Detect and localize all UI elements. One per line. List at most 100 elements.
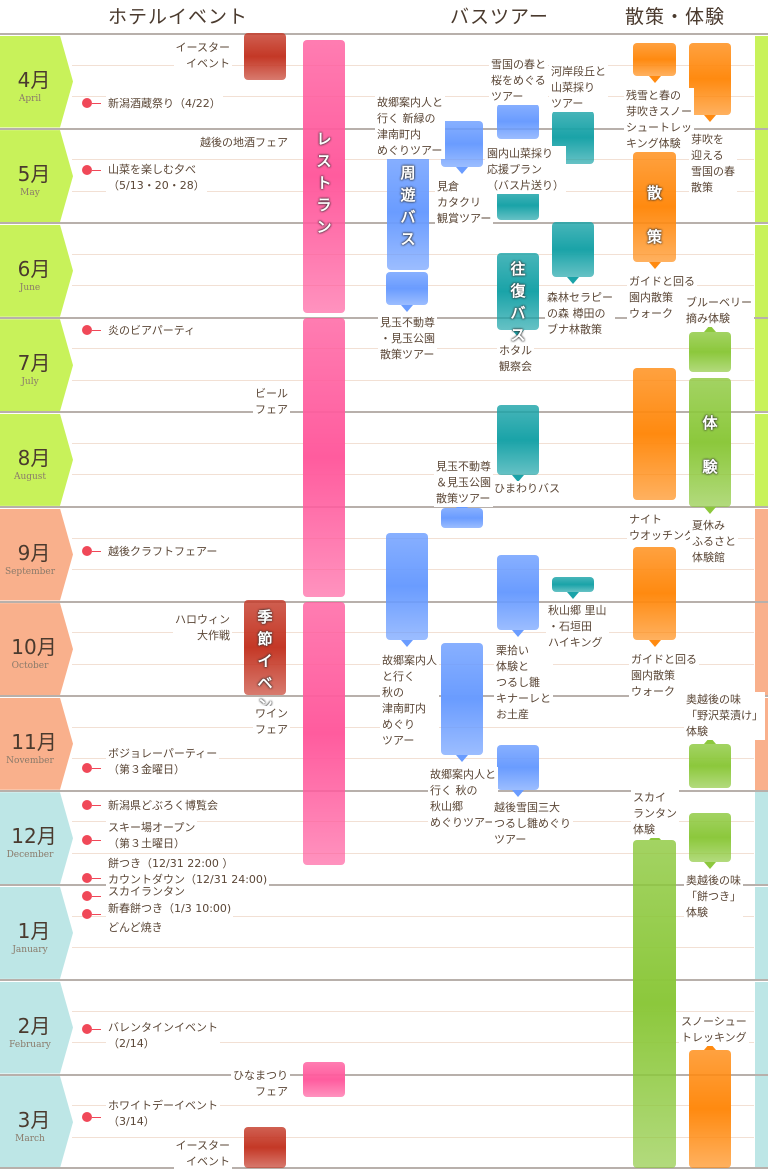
bus-tour-box[interactable] [552, 222, 594, 277]
bus-tour-box[interactable] [497, 104, 539, 139]
hotel-event-2[interactable]: 越後の地酒フェア [198, 135, 290, 151]
shuyu-bus-bar[interactable] [387, 155, 429, 270]
walk-item-5[interactable]: 夏休み ふるさと 体験館 [690, 518, 738, 566]
hotel-event-8[interactable]: ワイン フェア [253, 706, 290, 738]
pointer-down-icon [648, 262, 661, 269]
event-dot-icon [82, 891, 92, 901]
month-label-april: 4月 April [0, 35, 73, 128]
month-label-march: 3月 March [0, 1076, 73, 1169]
bus-tour-box[interactable] [552, 577, 594, 592]
easter-event-bar[interactable] [244, 33, 286, 80]
month-en: August [13, 471, 47, 482]
bus-tour-box[interactable] [386, 272, 428, 305]
hotel-event-14[interactable]: スカイランタン [106, 884, 187, 900]
bus-tour-8[interactable]: ひまわりバス [492, 481, 562, 497]
month-strip [755, 886, 768, 979]
restaurant-bar-autumn[interactable] [303, 602, 345, 865]
hotel-event-12[interactable]: 餅つき（12/31 22:00 ） [106, 856, 236, 872]
hotel-event-3[interactable]: 山菜を楽しむ夕べ （5/13・20・28） [106, 162, 207, 194]
hotel-event-1[interactable]: 新潟酒蔵祭り（4/22） [106, 96, 223, 112]
grid-line [72, 1136, 754, 1138]
event-dot-icon [82, 909, 92, 919]
walk-box[interactable] [689, 43, 731, 115]
bus-tour-1[interactable]: 見倉 カタクリ 観賞ツアー [435, 179, 494, 227]
hinamatsuri-fair-bar[interactable] [303, 1062, 345, 1097]
walk-box[interactable] [689, 1050, 731, 1168]
himawari-bus-box[interactable] [497, 405, 539, 475]
walk-box[interactable] [633, 840, 676, 1168]
pointer-up-icon [704, 737, 716, 744]
grid-line [72, 1010, 754, 1012]
event-dash [92, 840, 101, 841]
hotel-event-4[interactable]: 炎のビアパーティ [106, 323, 198, 339]
month-divider [0, 1073, 768, 1076]
bus-tour-12[interactable]: 秋山郷 里山 ・石垣田 ハイキング [546, 603, 609, 651]
bus-tour-box[interactable] [386, 533, 428, 640]
walk-box[interactable] [633, 547, 676, 640]
bus-tour-box[interactable] [441, 508, 483, 528]
easter-event-bar-march[interactable] [244, 1127, 286, 1168]
walk-item-3[interactable]: ブルーベリー 摘み体験 [684, 295, 754, 327]
walk-box[interactable] [689, 332, 731, 372]
pointer-down-icon [567, 277, 579, 284]
hotel-event-16[interactable]: どんど焼き [106, 920, 165, 936]
bus-tour-13[interactable]: 故郷案内人と 行く 秋の 秋山郷 めぐりツアー [428, 767, 498, 831]
restaurant-bar[interactable] [303, 40, 345, 313]
event-dash [92, 878, 101, 879]
walk-item-9[interactable]: 奥越後の味 「餅つき」 体験 [684, 873, 743, 921]
restaurant-bar-summer[interactable] [303, 318, 345, 597]
hotel-event-20[interactable]: イースター イベント [173, 1138, 232, 1170]
bus-tour-box[interactable] [497, 745, 539, 790]
season-event-bar[interactable] [244, 600, 286, 695]
bus-tour-6[interactable]: 見玉不動尊 ・見玉公園 散策ツアー [378, 315, 437, 363]
hotel-event-6[interactable]: 越後クラフトフェアー [106, 544, 220, 560]
bus-tour-2[interactable]: 雪国の春と 桜をめぐる ツアー [489, 57, 548, 105]
sansaku-bar[interactable] [633, 152, 676, 262]
bus-tour-box[interactable] [497, 555, 539, 630]
hotel-event-10[interactable]: 新潟県どぶろく博覧会 [106, 798, 220, 814]
bus-tour-9[interactable]: 見玉不動尊 ＆見玉公園 散策ツアー [434, 459, 493, 507]
event-dot-icon [82, 873, 92, 883]
bus-tour-7[interactable]: ホタル 観察会 [497, 343, 534, 375]
walk-box[interactable] [689, 813, 731, 862]
event-dot-icon [82, 835, 92, 845]
walk-box[interactable] [689, 744, 731, 788]
walk-item-7[interactable]: 奥越後の味 「野沢菜漬け」 体験 [684, 692, 765, 740]
hotel-event-9[interactable]: ボジョレーパーティー （第３金曜日） [106, 746, 220, 778]
bus-tour-3[interactable]: 園内山菜採り 応援プラン （バス片送り） [485, 146, 566, 194]
bus-tour-box[interactable] [441, 121, 483, 167]
bus-tour-box[interactable] [497, 191, 539, 220]
hotel-event-17[interactable]: バレンタインイベント （2/14） [106, 1020, 220, 1052]
bus-tour-11[interactable]: 栗拾い 体験と つるし雛 キナーレと お土産 [494, 643, 553, 723]
grid-line [72, 1105, 754, 1107]
hotel-event-5[interactable]: ビール フェア [253, 386, 290, 418]
walk-item-4[interactable]: ナイト ウオッチング [627, 512, 697, 544]
walk-item-1[interactable]: 芽吹を 迎える 雪国の春 散策 [689, 132, 737, 196]
month-strip [755, 508, 768, 601]
hotel-event-19[interactable]: ホワイトデーイベント （3/14） [106, 1098, 220, 1130]
bus-tour-box[interactable] [441, 643, 483, 755]
taiken-bar[interactable] [689, 378, 731, 507]
hotel-event-15[interactable]: 新春餅つき（1/3 10:00) [106, 901, 234, 917]
month-strip [755, 319, 768, 412]
walk-item-10[interactable]: スノーシュー トレッキング [679, 1014, 749, 1046]
hotel-event-7[interactable]: ハロウィン 大作戦 [173, 612, 232, 644]
hotel-event-18[interactable]: ひなまつり フェア [231, 1068, 290, 1100]
grid-line [72, 915, 754, 917]
pointer-down-icon [512, 330, 524, 337]
pointer-up-icon [704, 1043, 716, 1050]
ofuku-bus-bar[interactable] [497, 253, 539, 330]
bus-tour-14[interactable]: 越後雪国三大 つるし雛めぐり ツアー [492, 800, 573, 848]
bus-tour-5[interactable]: 森林セラピー の森 樽田の ブナ林散策 [545, 290, 615, 338]
walk-item-0[interactable]: 残雪と春の 芽吹きスノー シュートレッ キング体験 [624, 88, 694, 152]
pointer-down-icon [512, 475, 524, 482]
hotel-event-0[interactable]: イースター イベント [173, 40, 232, 72]
bus-tour-4[interactable]: 河岸段丘と 山菜採り ツアー [549, 64, 608, 112]
walk-box[interactable] [633, 368, 676, 500]
walk-item-8[interactable]: スカイ ランタン 体験 [631, 790, 679, 838]
bus-tour-0[interactable]: 故郷案内人と 行く 新緑の 津南町内 めぐりツアー [375, 95, 445, 159]
walk-box[interactable] [633, 43, 676, 76]
month-divider [0, 600, 768, 603]
bus-tour-10[interactable]: 故郷案内人 と行く 秋の 津南町内 めぐり ツアー [380, 653, 439, 749]
hotel-event-11[interactable]: スキー場オープン （第３土曜日） [106, 820, 198, 852]
